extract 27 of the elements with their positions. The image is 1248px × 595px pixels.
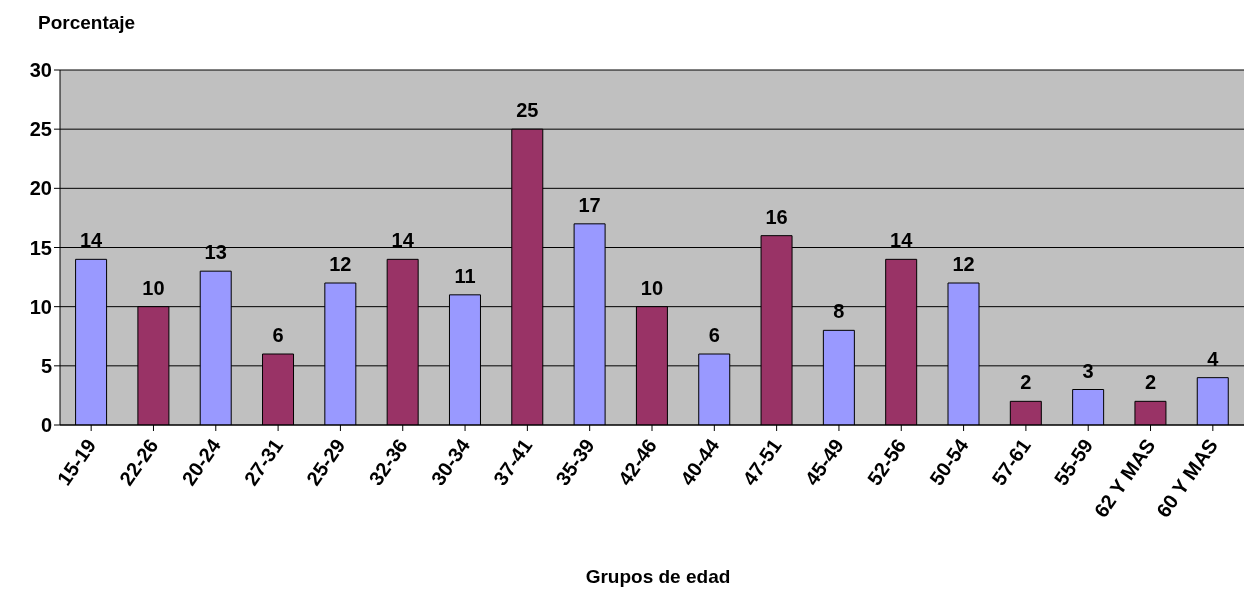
- data-label: 6: [272, 324, 284, 346]
- x-axis-title: Grupos de edad: [584, 566, 732, 588]
- y-axis-title: Porcentaje: [38, 12, 136, 34]
- data-label: 2: [1020, 371, 1032, 394]
- y-tick-label: 15: [29, 236, 52, 259]
- data-label: 6: [708, 324, 720, 346]
- y-tick-label: 5: [40, 354, 52, 377]
- data-label: 11: [454, 264, 476, 287]
- data-label: 10: [640, 276, 664, 299]
- data-label: 14: [890, 229, 914, 252]
- data-label: 17: [578, 193, 601, 216]
- data-label: 12: [952, 253, 975, 275]
- y-tick-label: 20: [29, 177, 52, 200]
- y-tick-label: 25: [29, 118, 52, 141]
- data-label: 3: [1082, 359, 1094, 382]
- data-label: 4: [1207, 347, 1220, 370]
- y-tick-label: 0: [40, 414, 52, 437]
- data-label: 25: [516, 99, 539, 122]
- data-label: 14: [391, 229, 415, 252]
- y-tick-label: 30: [29, 59, 52, 82]
- data-label: 16: [765, 205, 788, 228]
- y-tick-label: 10: [29, 295, 52, 318]
- data-label: 12: [329, 253, 352, 275]
- data-label: 10: [142, 276, 165, 299]
- data-label: 14: [79, 229, 104, 252]
- data-label: 2: [1144, 371, 1157, 394]
- data-label: 8: [833, 300, 845, 323]
